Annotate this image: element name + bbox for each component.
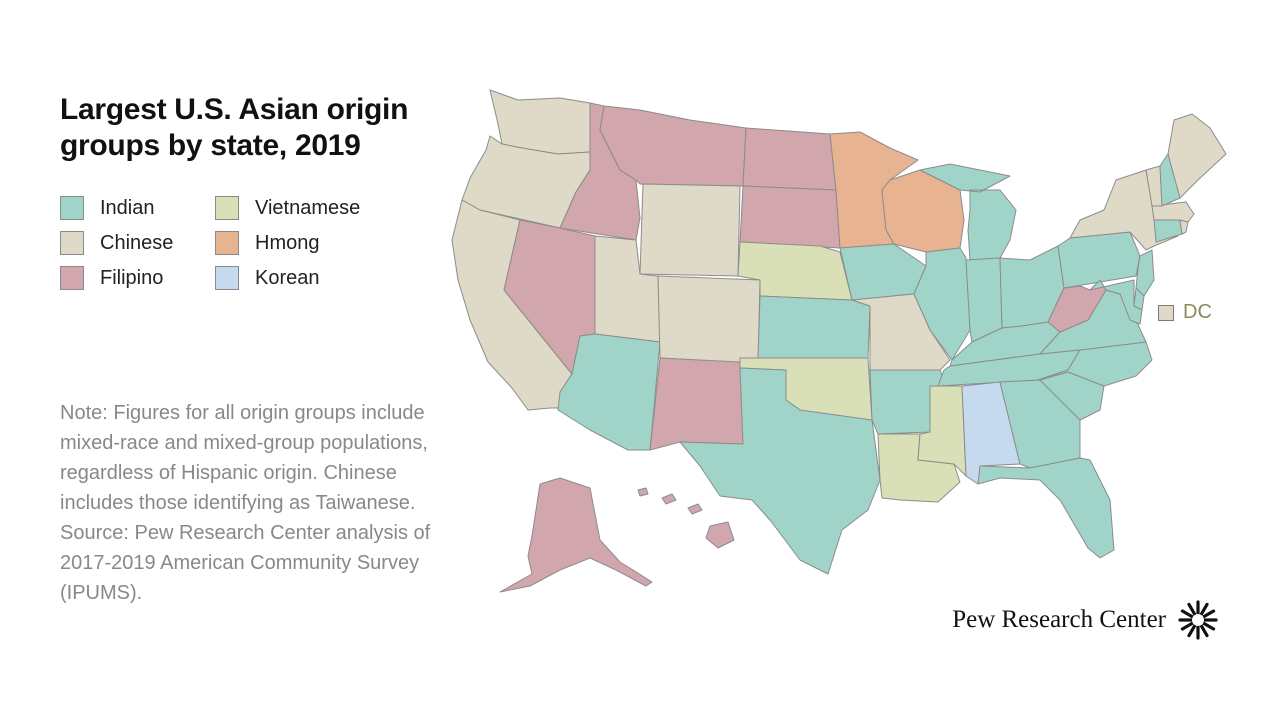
legend-item-indian: Indian [60, 196, 155, 220]
legend-swatch-vietnamese [215, 196, 239, 220]
dc-label: DC [1183, 301, 1212, 323]
state-WY [639, 183, 741, 277]
legend-item-filipino: Filipino [60, 266, 163, 290]
state-CO [657, 275, 761, 365]
legend-swatch-hmong [215, 231, 239, 255]
us-state-map [451, 89, 1227, 593]
legend-label-vietnamese: Vietnamese [255, 196, 361, 219]
legend-label-hmong: Hmong [255, 231, 320, 254]
state-TX [679, 367, 881, 575]
brand-name: Pew Research Center [952, 606, 1166, 633]
state-ND [742, 127, 837, 191]
note-text: Note: Figures for all origin groups incl… [60, 402, 428, 514]
state-IN [965, 257, 1003, 343]
state-MA [1151, 201, 1195, 223]
source-text: Source: Pew Research Center analysis of … [60, 522, 431, 604]
state-AK [499, 477, 653, 593]
legend-item-vietnamese: Vietnamese [215, 196, 360, 220]
state-NM [649, 357, 744, 451]
state-AZ [557, 333, 661, 451]
dc-key: DC [1158, 301, 1212, 324]
legend-swatch-indian [60, 196, 84, 220]
state-KS [757, 295, 871, 359]
state-IA [839, 243, 927, 301]
state-SD [739, 185, 841, 249]
legend-label-korean: Korean [255, 266, 320, 289]
state-NC [1037, 341, 1153, 387]
legend-item-korean: Korean [215, 266, 320, 290]
state-CT [1153, 219, 1183, 243]
legend-item-hmong: Hmong [215, 231, 319, 255]
legend-item-chinese: Chinese [60, 231, 173, 255]
legend-swatch-korean [215, 266, 239, 290]
pew-brand: Pew Research Center [952, 600, 1218, 640]
state-FL [977, 457, 1115, 559]
map-title: Largest U.S. Asian origin groups by stat… [60, 93, 409, 162]
legend-swatch-chinese [60, 231, 84, 255]
pew-logo-icon [1178, 600, 1218, 640]
legend-label-filipino: Filipino [100, 266, 164, 289]
legend-swatch-filipino [60, 266, 84, 290]
state-PA [1057, 231, 1141, 289]
legend-label-indian: Indian [100, 196, 155, 219]
legend-label-chinese: Chinese [100, 231, 174, 254]
note-block: Note: Figures for all origin groups incl… [60, 398, 460, 608]
dc-swatch [1158, 304, 1174, 321]
state-ME [1167, 113, 1227, 199]
state-HI [637, 487, 735, 549]
state-MD [1089, 279, 1143, 325]
